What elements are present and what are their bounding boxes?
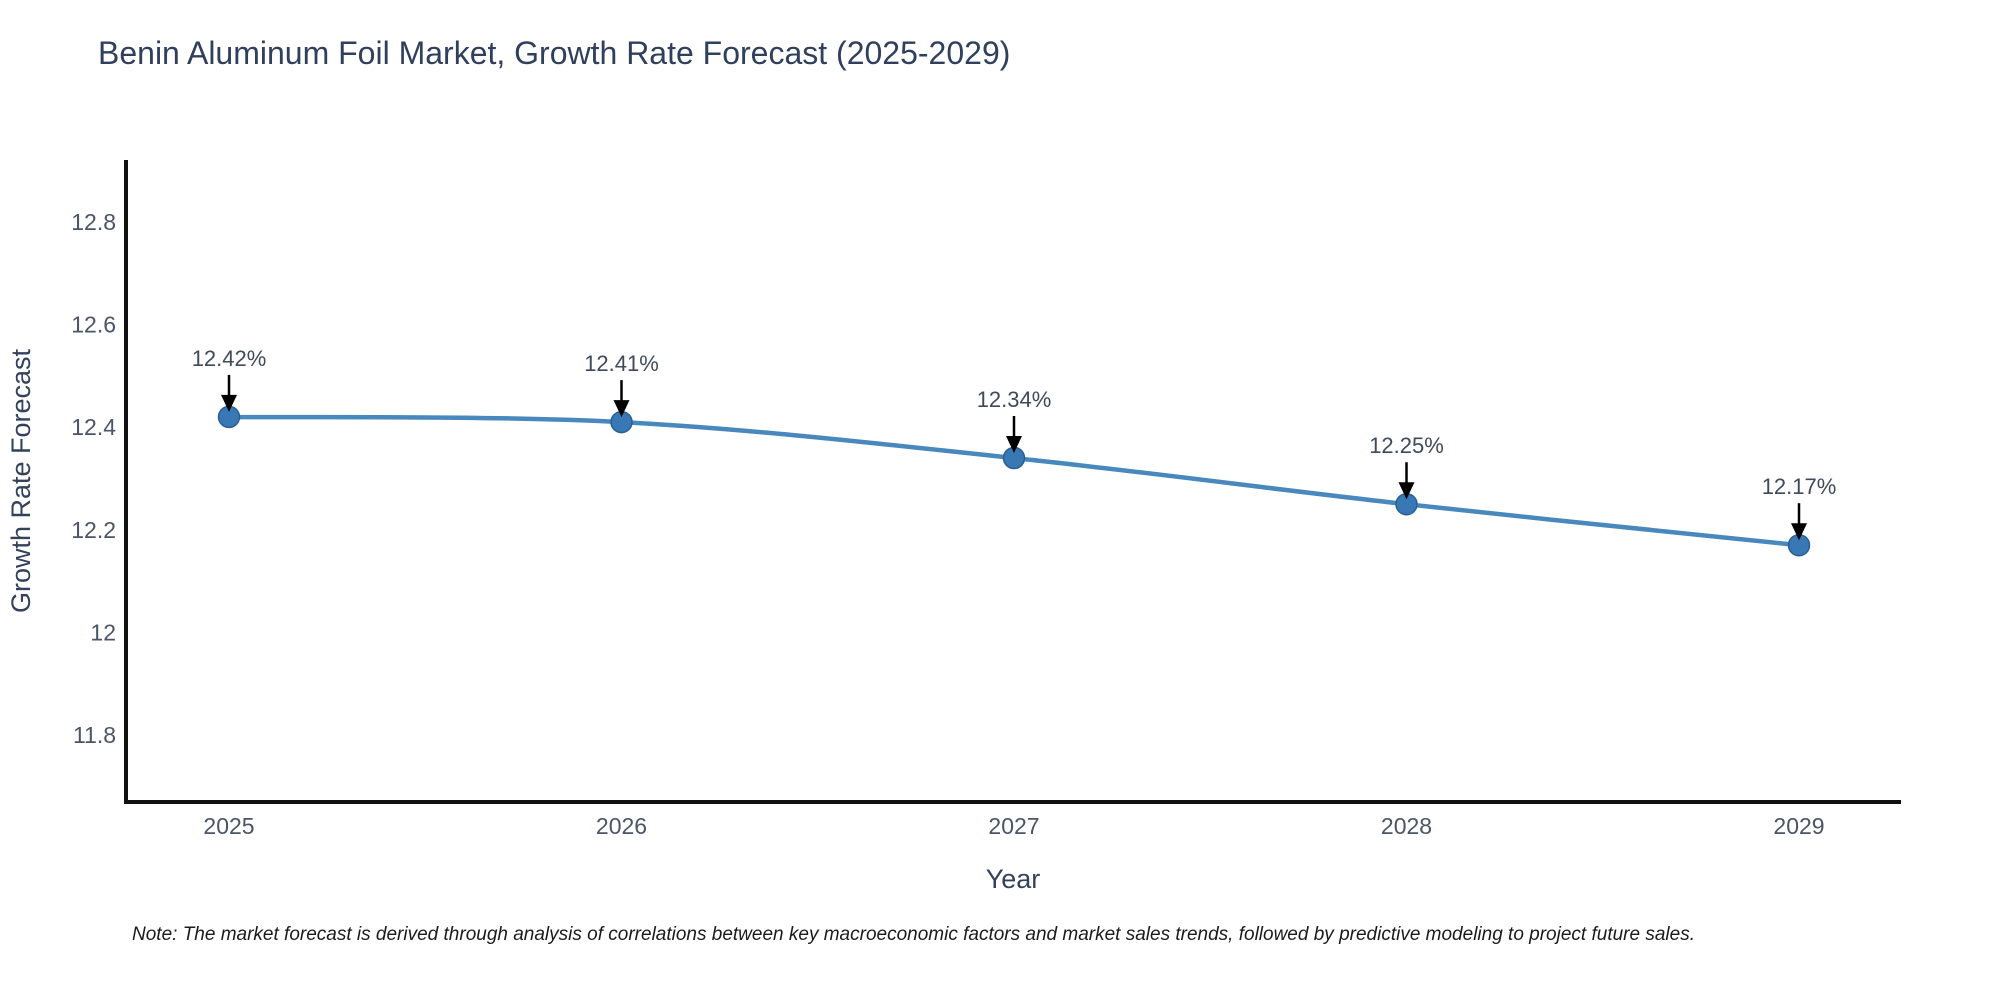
y-tick-labels: 11.8 12 12.2 12.4 12.6 12.8 bbox=[71, 209, 116, 748]
y-tick-label: 11.8 bbox=[73, 722, 116, 748]
x-axis: 2025 2026 2027 2028 2029 Year bbox=[124, 800, 1901, 894]
chart-title: Benin Aluminum Foil Market, Growth Rate … bbox=[98, 35, 1010, 71]
annotation-arrow-head-icon bbox=[613, 400, 630, 418]
point-value-label: 12.41% bbox=[584, 351, 659, 376]
x-tick-label: 2026 bbox=[596, 813, 647, 839]
y-tick-label: 12 bbox=[90, 619, 116, 645]
x-tick-label: 2028 bbox=[1381, 813, 1432, 839]
annotation-arrow-head-icon bbox=[221, 394, 237, 412]
x-tick-label: 2027 bbox=[988, 813, 1039, 839]
annotation-arrow-head-icon bbox=[1006, 436, 1022, 453]
y-tick-label: 12.4 bbox=[71, 414, 116, 440]
annotation-arrow-head-icon bbox=[1791, 523, 1807, 541]
y-tick-label: 12.6 bbox=[71, 312, 116, 338]
plot-area[interactable] bbox=[128, 160, 1901, 800]
annotations: 12.42% 12.41% 12.34% 12.25% 12.17% bbox=[192, 346, 1837, 541]
y-tick-label: 12.2 bbox=[71, 517, 116, 543]
footnote: Note: The market forecast is derived thr… bbox=[132, 924, 1695, 945]
y-axis: 11.8 12 12.2 12.4 12.6 12.8 Growth Rate Forec… bbox=[6, 160, 128, 804]
x-axis-title: Year bbox=[986, 864, 1041, 894]
point-value-label: 12.17% bbox=[1762, 474, 1837, 499]
y-axis-title: Growth Rate Forecast bbox=[6, 348, 36, 613]
x-tick-labels: 2025 2026 2027 2028 2029 bbox=[203, 813, 1824, 839]
x-tick-label: 2025 bbox=[203, 813, 254, 839]
point-value-label: 12.25% bbox=[1369, 433, 1444, 458]
y-tick-label: 12.8 bbox=[71, 209, 116, 235]
annotation-arrow-head-icon bbox=[1398, 482, 1415, 500]
point-value-label: 12.42% bbox=[192, 346, 267, 371]
point-value-label: 12.34% bbox=[977, 387, 1052, 412]
series-layer bbox=[217, 405, 1811, 557]
x-tick-label: 2029 bbox=[1773, 813, 1824, 839]
